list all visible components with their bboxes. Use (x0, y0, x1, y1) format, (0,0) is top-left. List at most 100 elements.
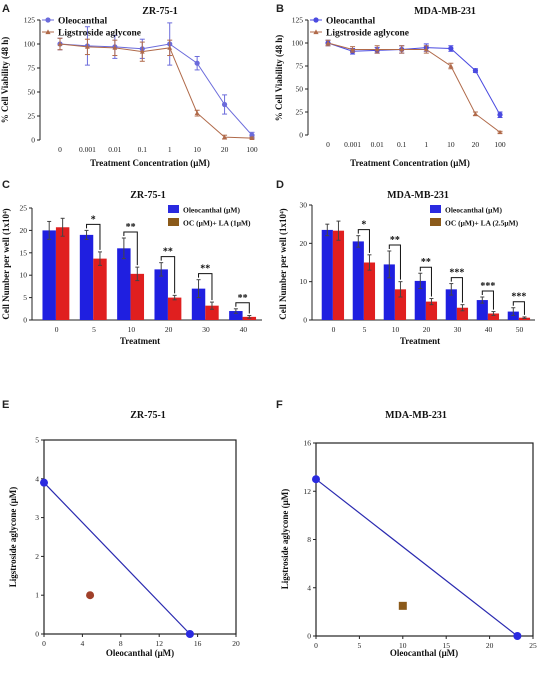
significance-label: *** (511, 292, 526, 303)
significance-bracket (512, 301, 525, 315)
significance-label: * (91, 214, 96, 225)
y-tick-label: 2 (35, 552, 39, 561)
x-axis-label: Treatment Concentration (μM) (350, 158, 470, 168)
significance-label: ** (238, 293, 248, 304)
bar (130, 273, 145, 320)
legend-swatch-marker (45, 17, 51, 23)
x-tick-label: 10 (447, 140, 455, 149)
y-tick-label: 10 (300, 277, 308, 286)
x-tick-label: 1 (168, 145, 172, 154)
y-tick-label: 0 (35, 630, 39, 639)
bar (229, 311, 243, 320)
bar (414, 280, 426, 320)
x-tick-label: 0.1 (397, 140, 407, 149)
panel-c: C ZR-75-1 0 5 10 15 20 25 0 5 * 10 ** 20 ** 30 ** 40 ** Cel… (1, 179, 262, 346)
y-tick-label: 0 (303, 316, 307, 325)
legend-label: OC (μM)+ LA (1μM) (183, 219, 251, 228)
x-tick-label: 0 (332, 325, 336, 334)
series-line (327, 42, 501, 116)
data-point (448, 63, 454, 68)
data-point (374, 47, 380, 52)
y-tick-label: 0 (307, 632, 311, 641)
y-tick-label: 25 (28, 112, 36, 121)
y-axis-label: Ligstroside aglycone (μM) (8, 487, 18, 587)
bar (55, 227, 70, 320)
y-tick-label: 0 (299, 131, 303, 140)
isobole-endpoint (513, 632, 522, 640)
panel-label: B (276, 3, 284, 15)
significance-bracket (235, 302, 250, 314)
data-point (167, 45, 173, 50)
y-tick-label: 50 (296, 85, 304, 94)
bar (383, 264, 395, 320)
isobole-endpoint (185, 630, 194, 638)
panel-title: ZR-75-1 (130, 190, 166, 201)
y-tick-label: 100 (24, 40, 36, 49)
x-tick-label: 20 (232, 639, 240, 648)
y-tick-label: 0 (23, 316, 27, 325)
bar (352, 241, 364, 320)
x-tick-label: 0 (326, 140, 330, 149)
significance-label: ** (421, 257, 431, 268)
y-axis-label: % Cell Viability (48 h) (0, 37, 10, 124)
x-tick-label: 0.01 (371, 140, 384, 149)
legend-label: Oleocanthal (μM) (445, 206, 502, 215)
y-tick-label: 5 (35, 436, 39, 445)
x-tick-label: 0.01 (108, 145, 121, 154)
x-axis-label: Treatment Concentration (μM) (90, 158, 210, 168)
x-tick-label: 20 (486, 641, 494, 650)
y-tick-label: 20 (300, 239, 308, 248)
data-point (399, 47, 405, 52)
data-point (221, 101, 228, 108)
plot-frame (315, 442, 534, 637)
bar (332, 230, 345, 320)
y-tick-label: 125 (292, 16, 304, 25)
series-line (59, 43, 253, 139)
significance-label: ** (126, 222, 136, 233)
x-tick-label: 40 (485, 325, 493, 334)
data-point (325, 40, 331, 45)
x-tick-label: 10 (392, 325, 400, 334)
y-tick-label: 1 (35, 591, 39, 600)
panel-title: MDA-MB-231 (387, 190, 449, 201)
significance-label: ** (390, 235, 400, 246)
significance-bracket (123, 231, 138, 266)
data-point (423, 47, 429, 52)
x-tick-label: 0 (58, 145, 62, 154)
isobole-line (43, 482, 191, 635)
y-tick-label: 15 (20, 248, 28, 257)
panel-d: D MDA-MB-231 0 10 20 30 0 5 * 10 ** 20 ** 30 *** 40 *** 5… (276, 179, 535, 346)
data-point (194, 60, 200, 66)
y-axis-label: Cell Number per well (1x10⁴) (1, 208, 11, 319)
isobole-endpoint (312, 475, 320, 484)
significance-label: ** (200, 264, 210, 275)
significance-bracket (481, 290, 494, 310)
significance-label: *** (480, 281, 495, 292)
x-tick-label: 16 (194, 639, 202, 648)
legend-swatch (430, 218, 441, 226)
data-point (112, 45, 118, 50)
x-axis-label: Oleocanthal (μM) (390, 648, 458, 658)
x-tick-label: 5 (358, 641, 362, 650)
y-tick-label: 75 (296, 62, 304, 71)
legend-swatch (168, 218, 179, 226)
bar (487, 313, 500, 320)
x-tick-label: 10 (193, 145, 201, 154)
x-tick-label: 10 (128, 325, 136, 334)
y-tick-label: 30 (300, 201, 308, 210)
data-point (473, 111, 478, 116)
series-line (59, 43, 253, 136)
isobole-endpoint (40, 478, 48, 487)
legend-swatch-marker (313, 17, 319, 23)
x-tick-label: 50 (516, 325, 524, 334)
legend-swatch (168, 205, 179, 213)
y-axis-label: % Cell Viability (48 h) (274, 35, 284, 122)
y-tick-label: 8 (307, 535, 311, 544)
x-tick-label: 100 (494, 140, 506, 149)
x-tick-label: 5 (92, 325, 96, 334)
series-line (327, 42, 501, 133)
panel-f: F MDA-MB-231 0 4 8 12 16 0 5 10 15 20 25 Ligstroside … (276, 399, 537, 658)
significance-bracket (86, 223, 101, 250)
